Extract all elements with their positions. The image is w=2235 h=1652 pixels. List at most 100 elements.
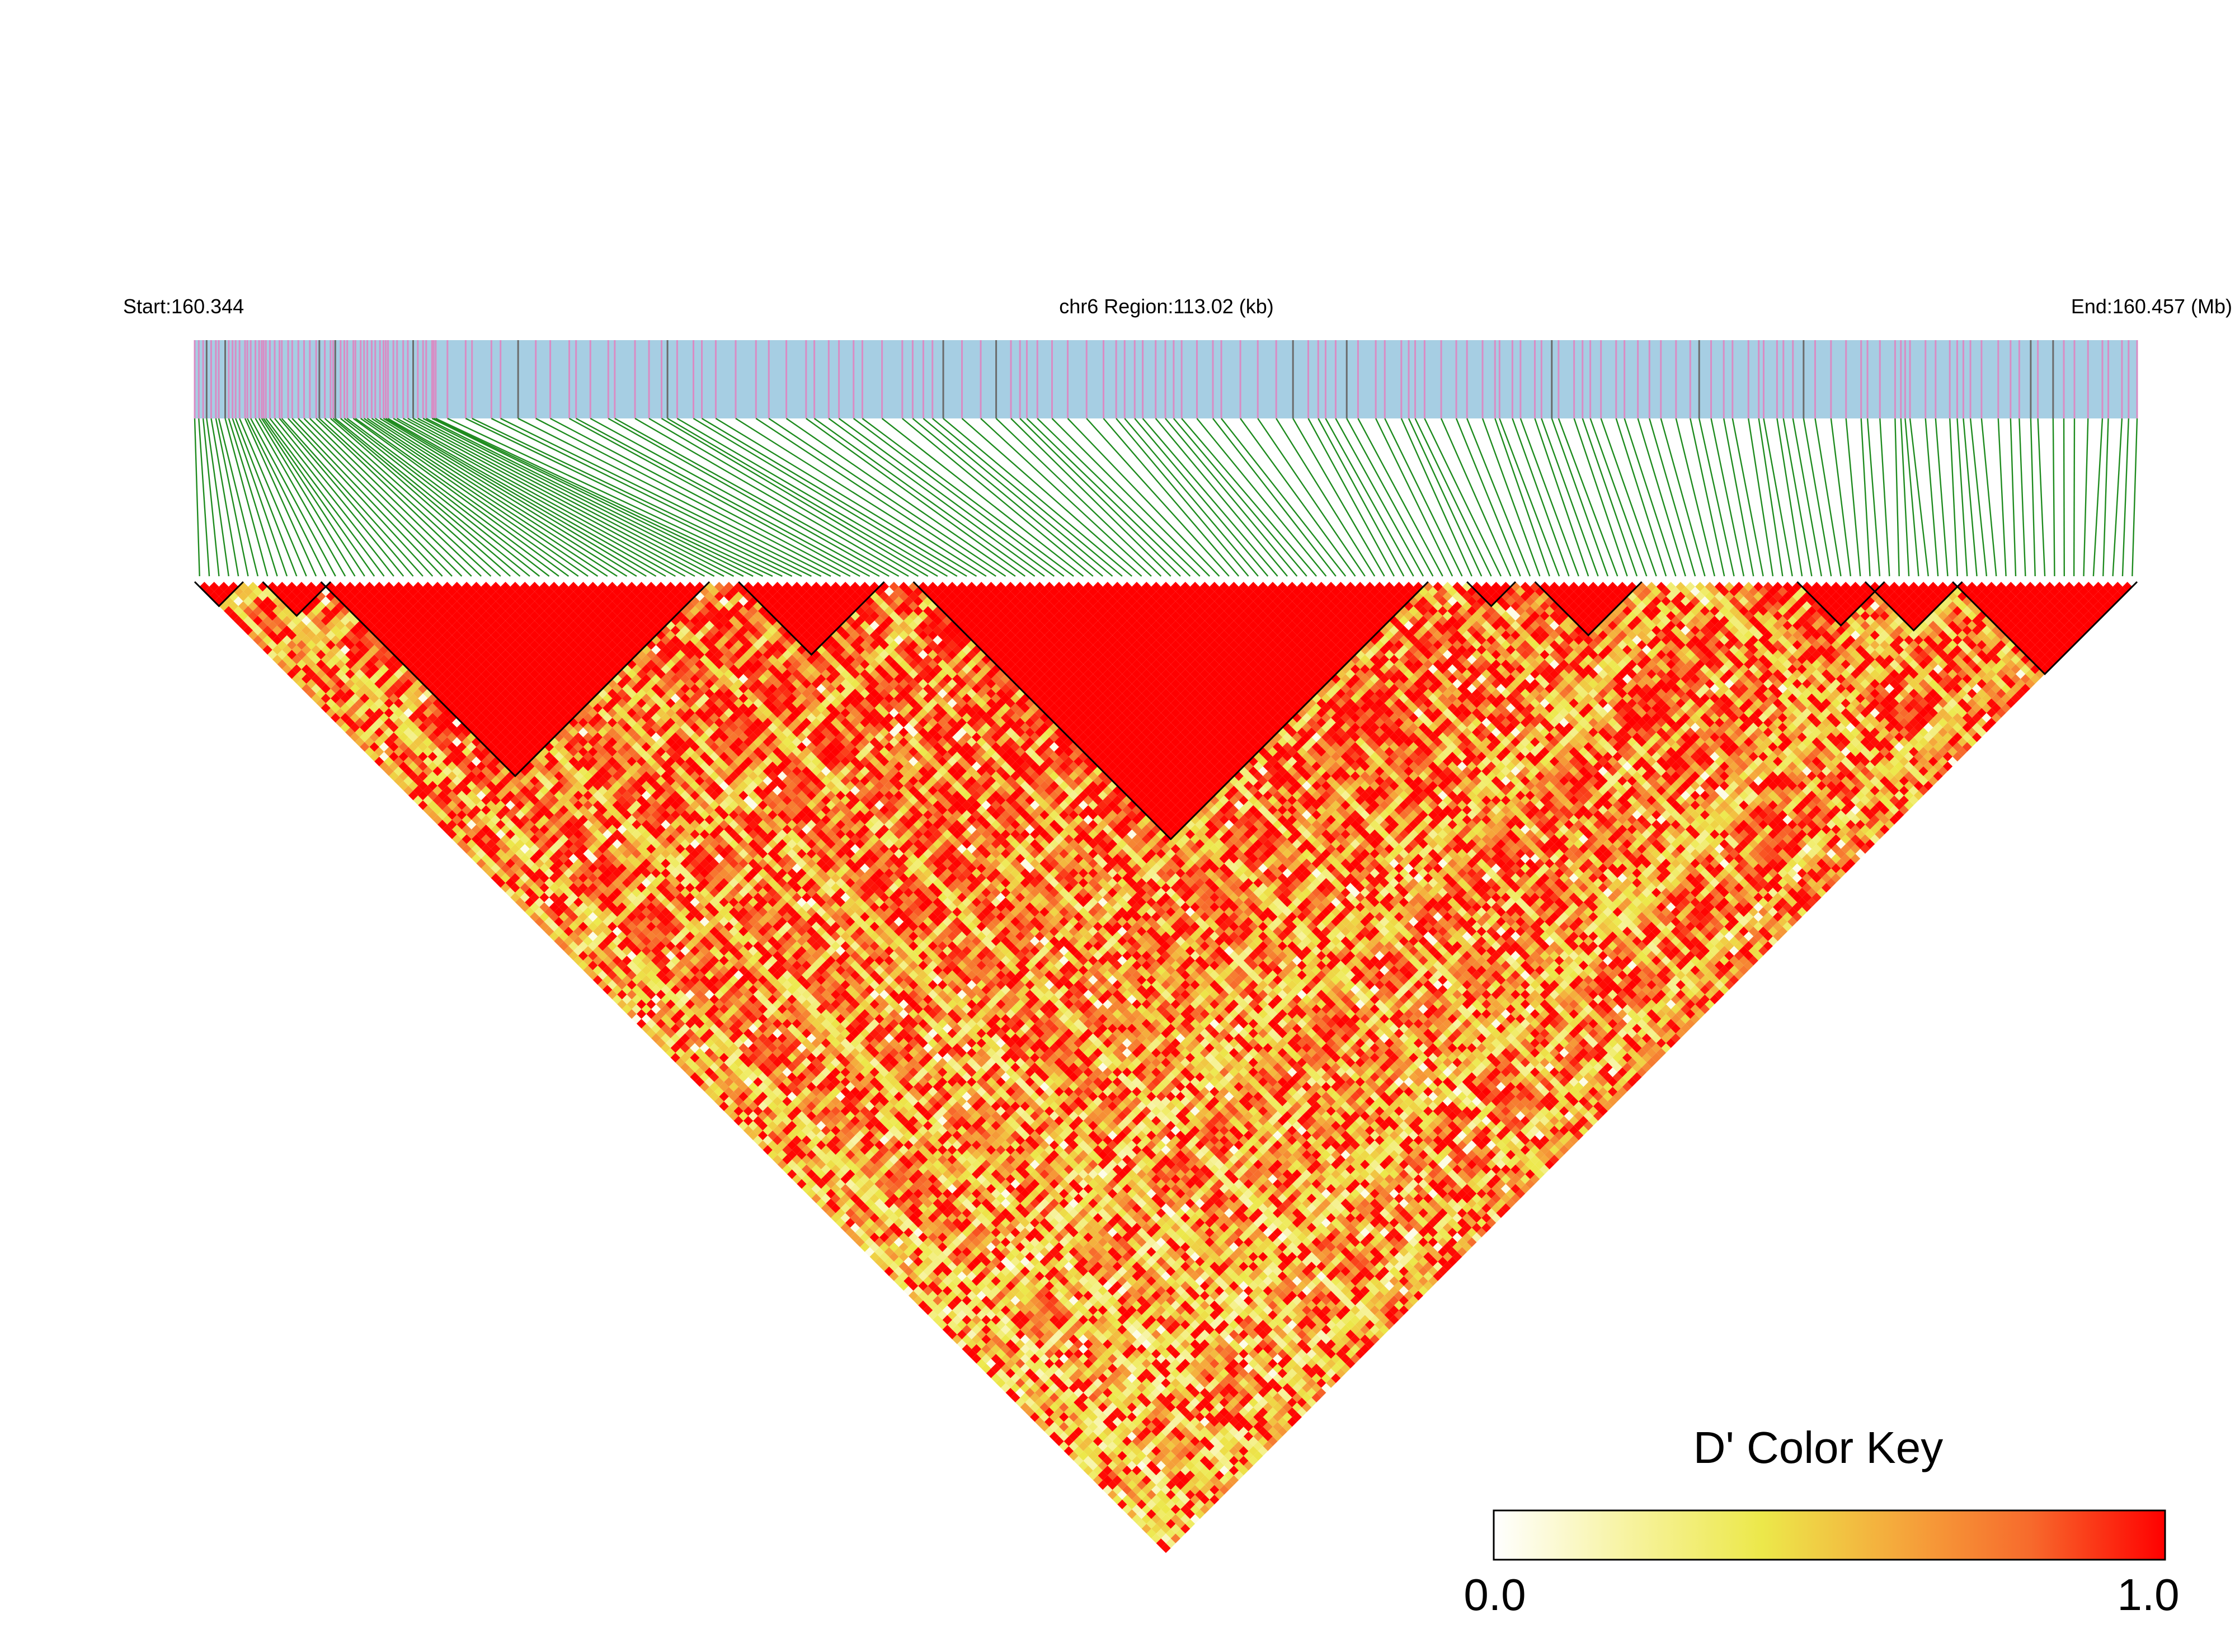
snp-connector [1318, 418, 1405, 577]
ld-cell [913, 1227, 923, 1237]
ld-cell [651, 956, 661, 966]
ld-cell [627, 950, 637, 961]
ld-cell [617, 961, 627, 971]
snp-connector [693, 417, 958, 577]
snp-connector [279, 418, 414, 577]
ld-cell [957, 1320, 967, 1330]
ld-cell [1122, 1494, 1132, 1505]
ld-cell [437, 742, 448, 752]
ld-cell [816, 1189, 826, 1199]
ld-cell [840, 1164, 850, 1174]
ld-cell [850, 1232, 860, 1242]
ld-cell [573, 916, 584, 927]
ld-cell [971, 1354, 982, 1364]
ld-cell [981, 1363, 991, 1373]
ld-cell [592, 946, 603, 956]
ld-cell [592, 936, 603, 946]
ld-cell [942, 1305, 953, 1315]
ld-cell [908, 1251, 919, 1262]
ld-cell [559, 892, 569, 902]
ld-cell [923, 1237, 933, 1248]
ld-cell [797, 1101, 807, 1112]
ld-cell [510, 863, 520, 873]
ld-cell [544, 839, 554, 849]
ld-cell [855, 1150, 865, 1160]
ld-cell [1117, 1499, 1127, 1509]
ld-cell [1039, 1363, 1050, 1373]
ld-cell [777, 1150, 787, 1160]
ld-cell [986, 1358, 996, 1369]
ld-cell [301, 635, 312, 645]
ld-cell [573, 887, 584, 898]
ld-cell [403, 747, 413, 757]
ld-cell [840, 1213, 850, 1223]
snp-connector [1660, 418, 1706, 577]
ld-cell [797, 1179, 807, 1189]
ld-cell [515, 897, 525, 907]
snp-connector [535, 417, 841, 577]
ld-cell [1015, 1378, 1025, 1388]
snp-connector [263, 418, 375, 577]
ld-cell [797, 1169, 807, 1179]
ld-cell [1112, 1416, 1122, 1427]
ld-cell [661, 965, 671, 976]
ld-cell [393, 747, 404, 757]
ld-cell [1000, 1354, 1011, 1364]
ld-cell [738, 1111, 749, 1121]
ld-cell [1175, 1490, 1185, 1500]
ld-cell [806, 1159, 817, 1170]
ld-cell [1059, 1441, 1069, 1451]
ld-cell [505, 800, 515, 810]
ld-cell [850, 1222, 860, 1233]
ld-cell [326, 679, 336, 689]
ld-cell [811, 1184, 821, 1194]
snp-connector [265, 418, 385, 577]
ld-cell [350, 674, 360, 684]
ld-cell [1015, 1387, 1025, 1398]
ld-cell [757, 1062, 768, 1072]
ld-cell [884, 1208, 894, 1218]
ld-cell [515, 868, 525, 878]
ld-cell [670, 1004, 680, 1014]
snp-connector [902, 418, 1094, 577]
ld-cell [967, 1291, 977, 1301]
snp-connector [2092, 418, 2104, 577]
ld-cell [1069, 1441, 1079, 1451]
ld-cell [728, 1023, 739, 1034]
ld-cell [908, 1291, 919, 1301]
ld-cell [850, 1155, 860, 1165]
ld-cell [928, 1281, 938, 1291]
ld-cell [840, 1155, 850, 1165]
ld-cell [442, 776, 453, 786]
ld-cell [908, 1203, 919, 1213]
ld-cell [991, 1344, 1001, 1354]
ld-cell [1025, 1387, 1035, 1398]
ld-cell [748, 1091, 758, 1102]
ld-cell [816, 1198, 826, 1208]
ld-cell [539, 863, 549, 873]
ld-cell [311, 684, 321, 694]
ld-cell [831, 1184, 841, 1194]
ld-cell [724, 1019, 734, 1029]
ld-cell [364, 727, 375, 737]
ld-cell [340, 644, 350, 655]
ld-cell [627, 970, 637, 980]
ld-cell [869, 1184, 879, 1194]
ld-cell [500, 795, 511, 806]
ld-cell [962, 1295, 972, 1306]
ld-cell [432, 756, 443, 766]
ld-cell [869, 1222, 879, 1233]
snp-connector [1512, 418, 1570, 577]
ld-cell [1005, 1339, 1015, 1349]
snp-connector [364, 418, 599, 577]
ld-cell [1059, 1412, 1069, 1422]
ld-cell [398, 713, 408, 723]
snp-connector [667, 417, 938, 577]
ld-cell [496, 829, 506, 840]
snp-connector [1904, 418, 1919, 577]
ld-cell [297, 640, 307, 650]
ld-cell [335, 688, 346, 699]
ld-cell [835, 1189, 846, 1199]
ld-cell [408, 742, 418, 752]
ld-cell [874, 1237, 884, 1248]
